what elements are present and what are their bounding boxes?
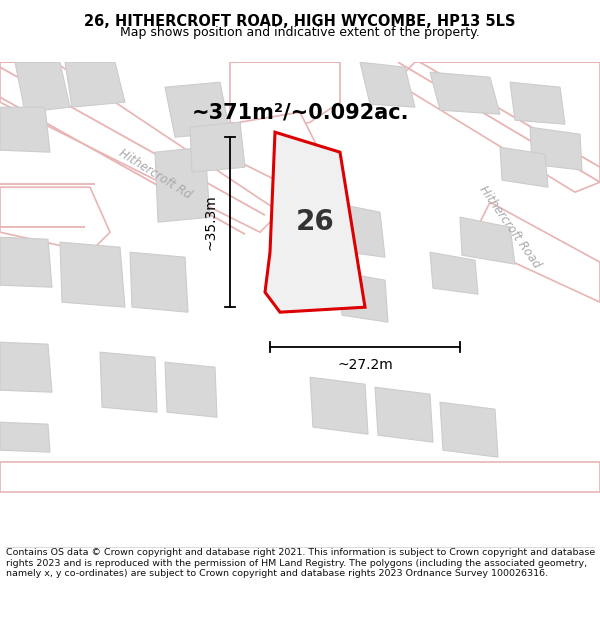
Polygon shape — [165, 362, 217, 418]
Text: ~371m²/~0.092ac.: ~371m²/~0.092ac. — [191, 102, 409, 122]
Polygon shape — [0, 462, 600, 492]
Text: 26, HITHERCROFT ROAD, HIGH WYCOMBE, HP13 5LS: 26, HITHERCROFT ROAD, HIGH WYCOMBE, HP13… — [84, 14, 516, 29]
Polygon shape — [0, 342, 52, 392]
Polygon shape — [330, 202, 385, 258]
Text: Map shows position and indicative extent of the property.: Map shows position and indicative extent… — [120, 26, 480, 39]
Polygon shape — [360, 62, 415, 107]
Polygon shape — [0, 188, 110, 252]
Polygon shape — [310, 377, 368, 434]
Text: 26: 26 — [296, 208, 334, 236]
Polygon shape — [0, 62, 280, 232]
Polygon shape — [460, 217, 515, 264]
Polygon shape — [0, 107, 50, 152]
Polygon shape — [190, 122, 245, 172]
Polygon shape — [470, 202, 600, 302]
Polygon shape — [230, 62, 340, 132]
Text: Hithercroft Rd: Hithercroft Rd — [116, 147, 194, 202]
Polygon shape — [130, 252, 188, 312]
Polygon shape — [15, 62, 70, 112]
Polygon shape — [530, 127, 582, 170]
Polygon shape — [430, 252, 478, 294]
Polygon shape — [395, 62, 600, 192]
Polygon shape — [430, 72, 500, 114]
Polygon shape — [65, 62, 125, 107]
Polygon shape — [440, 402, 498, 458]
Text: ~35.3m: ~35.3m — [203, 194, 217, 250]
Polygon shape — [60, 242, 125, 307]
Polygon shape — [340, 272, 388, 322]
Polygon shape — [510, 82, 565, 124]
Polygon shape — [0, 422, 50, 452]
Polygon shape — [500, 147, 548, 188]
Polygon shape — [165, 82, 230, 137]
Text: Contains OS data © Crown copyright and database right 2021. This information is : Contains OS data © Crown copyright and d… — [6, 548, 595, 578]
Polygon shape — [265, 132, 365, 312]
Polygon shape — [155, 147, 210, 222]
Polygon shape — [375, 387, 433, 442]
Text: ~27.2m: ~27.2m — [337, 358, 393, 372]
Polygon shape — [100, 352, 157, 412]
Polygon shape — [0, 237, 52, 288]
Polygon shape — [240, 112, 330, 192]
Text: Hithercroft Road: Hithercroft Road — [476, 184, 544, 271]
